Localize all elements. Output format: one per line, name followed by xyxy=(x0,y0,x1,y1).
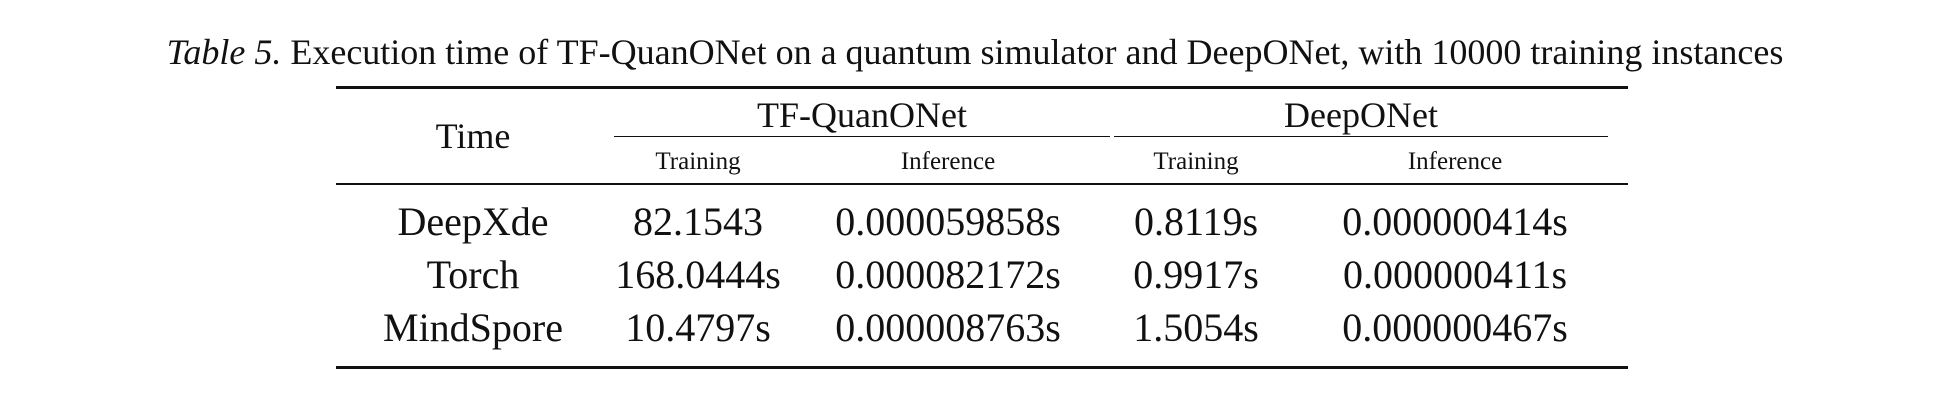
subheader-deeponet-inference: Inference xyxy=(1282,141,1629,185)
table-cell: 0.000082172s xyxy=(835,252,1061,297)
table-row: DeepXde 82.1543 0.000059858s 0.8119s 0.0… xyxy=(336,184,1628,248)
table-cell: 1.5054s xyxy=(1133,305,1259,350)
table-cell: 0.000008763s xyxy=(835,305,1061,350)
group-header-deeponet: DeepONet xyxy=(1110,88,1628,142)
table-cell: 168.0444s xyxy=(615,252,781,297)
table-cell: 82.1543 xyxy=(633,199,763,244)
subheader-tf-training: Training xyxy=(610,141,786,185)
table-cell: 10.4797s xyxy=(625,305,771,350)
row-name: MindSpore xyxy=(383,305,563,350)
caption-text: Execution time of TF-QuanONet on a quant… xyxy=(290,32,1784,72)
group-header-tf-quanonet-label: TF-QuanONet xyxy=(614,94,1111,137)
table-row: Torch 168.0444s 0.000082172s 0.9917s 0.0… xyxy=(336,248,1628,301)
table-caption: Table 5. Execution time of TF-QuanONet o… xyxy=(0,30,1950,74)
group-header-tf-quanonet: TF-QuanONet xyxy=(610,88,1111,142)
table-row: MindSpore 10.4797s 0.000008763s 1.5054s … xyxy=(336,301,1629,368)
table-cell: 0.000000414s xyxy=(1342,199,1568,244)
caption-label: Table 5. xyxy=(166,32,282,72)
table-cell: 0.000000467s xyxy=(1342,305,1568,350)
corner-header: Time xyxy=(336,87,610,185)
row-name: DeepXde xyxy=(397,199,549,244)
table-cell: 0.9917s xyxy=(1133,252,1259,297)
row-name: Torch xyxy=(426,252,520,297)
group-header-deeponet-label: DeepONet xyxy=(1114,94,1609,137)
table-group-header-row: Time TF-QuanONet DeepONet xyxy=(336,87,1629,185)
subheader-deeponet-training: Training xyxy=(1110,141,1283,185)
subheader-tf-inference: Inference xyxy=(786,141,1111,185)
table-cell: 0.8119s xyxy=(1133,199,1259,244)
table-cell: 0.000000411s xyxy=(1342,252,1568,297)
execution-time-table: Time TF-QuanONet DeepONet Training Infer… xyxy=(336,86,1629,369)
table-subheader-row: Training Inference Training Inference xyxy=(336,141,1629,185)
table-cell: 0.000059858s xyxy=(835,199,1061,244)
